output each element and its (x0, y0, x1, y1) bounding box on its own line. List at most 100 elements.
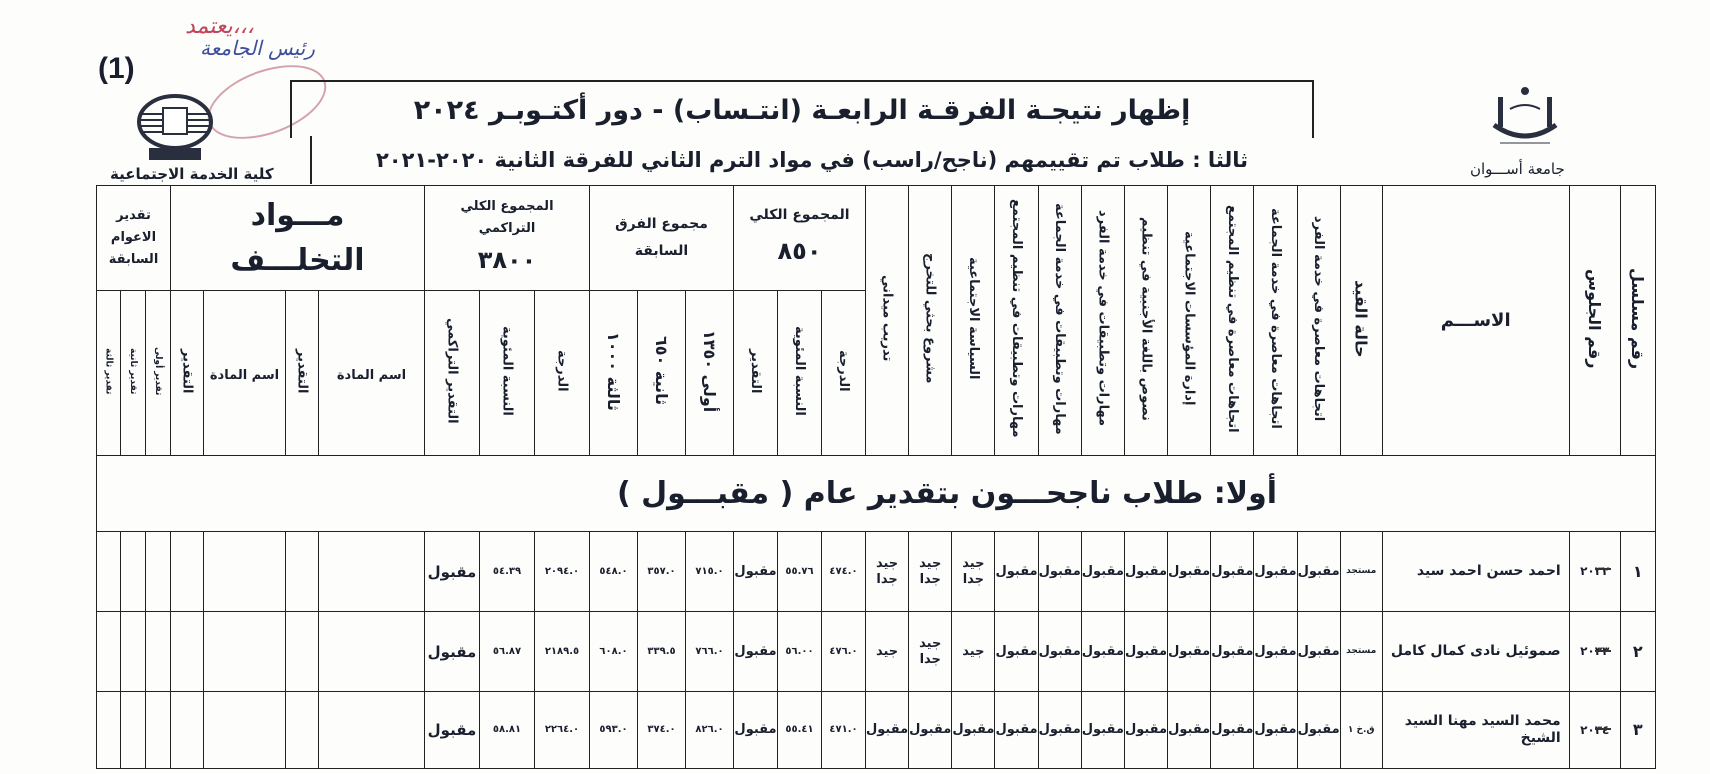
prev-years-label-3: السابقة (108, 252, 159, 268)
header-cumulative-col-label: النسبة المئوية (499, 326, 515, 416)
total-cell: ٤٧٦.٠ (821, 611, 866, 692)
header-name: الاســـم (1381, 185, 1570, 456)
header-subject-label: اتجاهات معاصرة في خدمة الفرد (1311, 215, 1327, 422)
table-row: ١ ٢٠٣٢ احمد حسن احمد سيد مستجد مقبول مقبول مقب… (96, 531, 1656, 612)
header-seat: رقم الجلوس (1568, 185, 1621, 456)
document-title: إظهار نتيجـة الفرقـة الرابعـة (انتـساب) … (290, 80, 1314, 138)
seat-number-cell: ٢٠٣٢ (1568, 531, 1621, 612)
prev-year-grade-cell (120, 611, 146, 692)
header-subject-label: مهارات وتطبيقات في خدمة الجماعة (1052, 202, 1068, 435)
header-subject: نصوص باللغة الأجنبية في تنظيم (1123, 185, 1169, 456)
previous-year-total-cell: ٥٩٣.٠ (589, 691, 638, 769)
subject-grade-cell: جيد جدا (908, 611, 953, 692)
header-failed-col: التقدير (170, 290, 204, 456)
prev-year-grade-cell (145, 611, 171, 692)
seat-number-cell: ٢٠٣٣ (1568, 611, 1621, 692)
previous-year-total-cell: ٣٧٤.٠ (637, 691, 686, 769)
total-cell: ٥٥.٧٦ (777, 531, 822, 612)
header-subject: مهارات وتطبيقات في خدمة الفرد (1080, 185, 1125, 456)
header-prev-year-label: تقدير أولى (153, 346, 163, 396)
header-subject-label: مهارات وتطبيقات في تنظيم المجتمع (1009, 199, 1025, 438)
prev-year-grade-cell (96, 531, 121, 612)
header-failed-group: مـــواد التخلـــف (170, 185, 425, 291)
previous-year-total-cell: ٨٢٦.٠ (685, 691, 734, 769)
subject-grade-cell: جيد جدا (951, 531, 996, 612)
student-name-cell: صموئيل نادى كمال كامل (1381, 611, 1570, 692)
header-subject: إدارة المؤسسات الاجتماعية (1167, 185, 1212, 456)
margin-tick (1595, 728, 1611, 730)
subject-grade-cell: مقبول (1167, 611, 1212, 692)
header-total-col: النسبة المئوية (777, 290, 822, 456)
header-previous-col-label: ثانية ٦٥٠ (652, 336, 671, 406)
header-status: حالة القيد (1339, 185, 1383, 456)
cumulative-cell: ٥٨.٨١ (479, 691, 535, 769)
prev-year-grade-cell (120, 531, 146, 612)
header-subject: اتجاهات معاصرة في خدمة الفرد (1296, 185, 1341, 456)
header-subject: مهارات وتطبيقات في تنظيم المجتمع (994, 185, 1039, 456)
subject-grade-cell: مقبول (1296, 611, 1341, 692)
subject-grade-cell: مقبول (1037, 611, 1082, 692)
failed-subject-cell (203, 531, 286, 612)
header-previous-col-label: ثالثة ١٠٠٠ (604, 331, 623, 411)
subject-grade-cell: مقبول (994, 611, 1039, 692)
header-cumulative-col-label: الدرجة (554, 350, 570, 392)
failed-subject-cell (203, 611, 286, 692)
faculty-name: كلية الخدمة الاجتماعية (110, 165, 274, 183)
header-prev-year-col: تقدير أولى (145, 290, 171, 456)
subject-grade-cell: جيد (951, 611, 996, 692)
header-failed-col-label: التقدير (294, 348, 310, 394)
cumulative-cell: ٢٠٩٤.٠ (534, 531, 590, 612)
failed-subject-cell (170, 611, 204, 692)
subject-grade-cell: مقبول (1253, 531, 1298, 612)
header-subject-label: تدريب ميداني (879, 275, 895, 362)
header-total-col: الدرجة (821, 290, 866, 456)
header-previous-col: أولى ١٣٥٠ (685, 290, 734, 456)
subject-grade-cell: مقبول (1123, 531, 1169, 612)
table-row: ٣ ٢٠٣٤ محمد السيد مهنا السيد الشيخ ق.خ ١ مقب… (96, 691, 1656, 769)
total-cell: مقبول (733, 531, 778, 612)
subject-grade-cell: مقبول (1253, 691, 1298, 769)
subject-grade-cell: مقبول (951, 691, 996, 769)
total-cell: ٥٥.٤١ (777, 691, 822, 769)
prev-year-grade-cell (145, 531, 171, 612)
header-failed-col-label: التقدير (179, 348, 195, 394)
failed-group-label-2: التخلـــف (230, 243, 365, 278)
results-table: رقم مسلسل رقم الجلوس الاســـم حالة القيد اتج… (96, 185, 1656, 769)
header-prev-years-group: تقدير الاعوام السابقة (96, 185, 171, 291)
section-banner: أولا: طلاب ناجحـــون بتقدير عام ( مقبـــ… (96, 455, 1656, 532)
prev-year-grade-cell (120, 691, 146, 769)
document-subtitle: ثالثا : طلاب تم تقييمهم (ناجح/راسب) في م… (310, 136, 1312, 184)
header-total-col-label: الدرجة (836, 350, 851, 392)
header-subject: اتجاهات معاصرة في تنظيم المجتمع (1210, 185, 1255, 456)
subject-grade-cell: مقبول (1080, 691, 1125, 769)
signature-approval: يعتمد،،، (185, 14, 254, 39)
prev-year-grade-cell (145, 691, 171, 769)
header-cumulative-group: المجموع الكلي التراكمي ٣٨٠٠ (424, 185, 590, 291)
header-total-col-label: النسبة المئوية (792, 326, 807, 416)
subject-grade-cell: جيد جدا (864, 531, 910, 612)
total-group-max: ٨٥٠ (777, 236, 822, 265)
header-prev-year-label: تقدير ثانية (128, 347, 138, 395)
header-prev-year-label: تقدير ثالثة (103, 347, 114, 395)
cumulative-cell: ٥٦.٨٧ (479, 611, 535, 692)
header-previous-col: ثالثة ١٠٠٠ (589, 290, 638, 456)
total-cell: مقبول (733, 611, 778, 692)
enrollment-status-cell: ق.خ ١ (1339, 691, 1383, 769)
header-cumulative-col: النسبة المئوية (479, 290, 535, 456)
subject-grade-cell: مقبول (1210, 531, 1255, 612)
header-serial: رقم مسلسل (1619, 185, 1656, 456)
header-subject: مهارات وتطبيقات في خدمة الجماعة (1037, 185, 1082, 456)
cumulative-cell: مقبول (424, 611, 480, 692)
table-row: ٢٢٠٣٣صموئيل نادى كمال كاملمستجدمقبولمقبو… (96, 611, 1656, 692)
header-total-group: المجموع الكلي ٨٥٠ (733, 185, 866, 291)
header-name-label: الاســـم (1440, 310, 1511, 331)
header-previous-group: مجموع الفرق السابقة (589, 185, 734, 291)
header-serial-label: رقم مسلسل (1628, 267, 1648, 370)
header-subject: السياسة الاجتماعية (951, 185, 996, 456)
student-name-cell: محمد السيد مهنا السيد الشيخ (1381, 691, 1570, 769)
header-subject-label: مهارات وتطبيقات في خدمة الفرد (1095, 210, 1111, 427)
header-subject-label: اتجاهات معاصرة في خدمة الجماعة (1267, 208, 1283, 429)
header-previous-col-label: أولى ١٣٥٠ (700, 329, 719, 413)
header-cumulative-col: التقدير التراكمي (424, 290, 480, 456)
subject-grade-cell: مقبول (1080, 611, 1125, 692)
